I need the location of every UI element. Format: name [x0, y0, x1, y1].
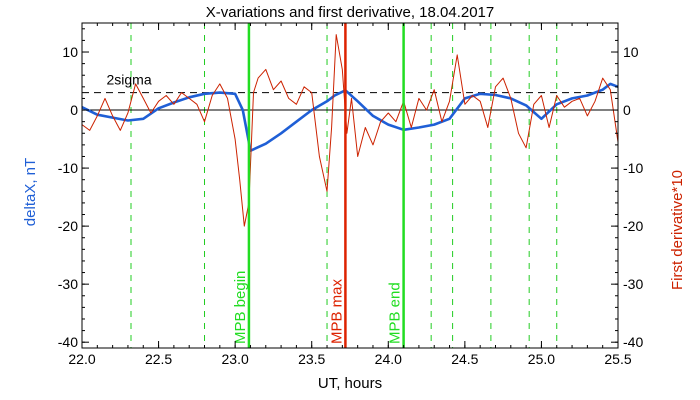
series-line-derivative — [81, 34, 619, 227]
y-tick-label-right-4: -30 — [623, 276, 643, 292]
x-tick-label-1: 22.5 — [145, 351, 172, 367]
marker-label-2: MPB end — [387, 282, 404, 344]
y-tick-label-left-0: 10 — [62, 44, 78, 60]
y-tick-label-left-5: -40 — [58, 334, 78, 350]
x-tick-label-2: 23.0 — [222, 351, 249, 367]
x-tick-label-5: 24.5 — [451, 351, 478, 367]
x-tick-label-3: 23.5 — [298, 351, 325, 367]
chart-title: X-variations and first derivative, 18.04… — [206, 4, 495, 21]
y-tick-label-left-2: -10 — [58, 160, 78, 176]
x-axis-label: UT, hours — [318, 375, 382, 392]
y-axis-label-right: First derivative*10 — [669, 170, 686, 290]
series-line-deltaX — [81, 82, 619, 152]
plot-frame — [81, 22, 619, 349]
y-tick-label-left-1: 0 — [70, 102, 78, 118]
x-tick-label-4: 24.0 — [375, 351, 402, 367]
y-tick-label-left-3: -20 — [58, 218, 78, 234]
marker-label-1: MPB max — [328, 278, 345, 344]
x-tick-label-6: 25.0 — [528, 351, 555, 367]
sigma-label: 2sigma — [107, 72, 152, 88]
y-tick-label-right-1: 0 — [623, 102, 631, 118]
y-axis-label-left: deltaX, nT — [22, 158, 39, 226]
y-tick-label-right-0: 10 — [623, 44, 639, 60]
y-tick-label-left-4: -30 — [58, 276, 78, 292]
plot-layer: 2sigma MPB begin MPB max MPB end 22.0 22.5 23.… — [58, 22, 643, 367]
y-tick-label-right-2: -10 — [623, 160, 643, 176]
x-tick-label-0: 22.0 — [68, 351, 95, 367]
marker-label-0: MPB begin — [232, 271, 249, 344]
x-tick-label-7: 25.5 — [604, 351, 631, 367]
y-tick-label-right-5: -40 — [623, 334, 643, 350]
y-tick-label-right-3: -20 — [623, 218, 643, 234]
